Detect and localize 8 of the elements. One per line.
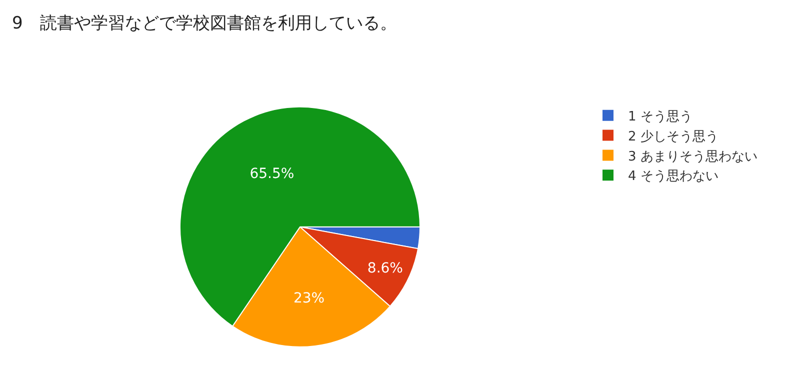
legend-label: 3 あまりそう思わない (628, 149, 758, 164)
legend-label: 2 少しそう思う (628, 129, 718, 144)
data-label: 8.6% (367, 260, 403, 276)
legend-label: 1 そう思う (628, 109, 692, 124)
data-label: 65.5% (250, 166, 294, 182)
chart-title: 9 読書や学習などで学校図書館を利用している。 (12, 13, 397, 34)
data-label: 23% (293, 290, 325, 307)
legend-label: 4 そう思わない (628, 169, 718, 184)
